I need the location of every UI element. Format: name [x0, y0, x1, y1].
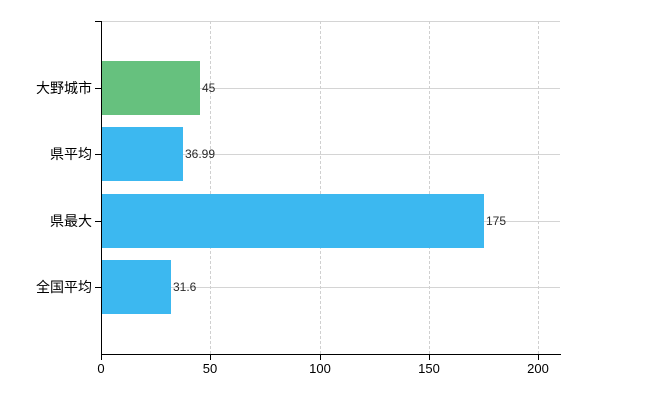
gridline-vertical — [538, 21, 539, 354]
y-axis-line — [101, 21, 102, 355]
bar-value-label: 36.99 — [185, 147, 216, 161]
category-label: 全国平均 — [36, 279, 92, 295]
bar-大野城市 — [102, 61, 200, 115]
bar-県平均 — [102, 127, 183, 181]
x-axis-tick — [538, 355, 539, 360]
x-axis-tick — [101, 355, 102, 360]
gridline-horizontal — [101, 154, 560, 155]
bar-県最大 — [102, 194, 484, 248]
y-axis-tick — [95, 154, 101, 155]
x-axis-tick — [429, 355, 430, 360]
y-axis-tick — [95, 88, 101, 89]
gridline-horizontal — [101, 88, 560, 89]
x-axis-tick-label: 0 — [97, 361, 105, 376]
category-label: 大野城市 — [36, 80, 92, 96]
gridline-vertical — [210, 21, 211, 354]
x-axis-tick-label: 150 — [418, 361, 440, 376]
category-label: 県最大 — [50, 213, 92, 229]
bar-value-label: 175 — [486, 214, 507, 228]
x-axis-tick-label: 50 — [202, 361, 218, 376]
x-axis-tick-label: 100 — [309, 361, 331, 376]
gridline-vertical — [320, 21, 321, 354]
y-axis-top-tick — [95, 21, 101, 22]
x-axis-line — [101, 354, 561, 355]
bar-value-label: 45 — [202, 81, 216, 95]
y-axis-tick — [95, 287, 101, 288]
bar-value-label: 31.6 — [173, 280, 197, 294]
x-axis-tick — [210, 355, 211, 360]
y-axis-tick — [95, 221, 101, 222]
gridline-horizontal — [101, 287, 560, 288]
gridline-vertical — [429, 21, 430, 354]
gridline-horizontal — [101, 21, 560, 22]
x-axis-tick-label: 200 — [527, 361, 549, 376]
bar-全国平均 — [102, 260, 171, 314]
x-axis-tick — [320, 355, 321, 360]
category-label: 県平均 — [50, 146, 92, 162]
